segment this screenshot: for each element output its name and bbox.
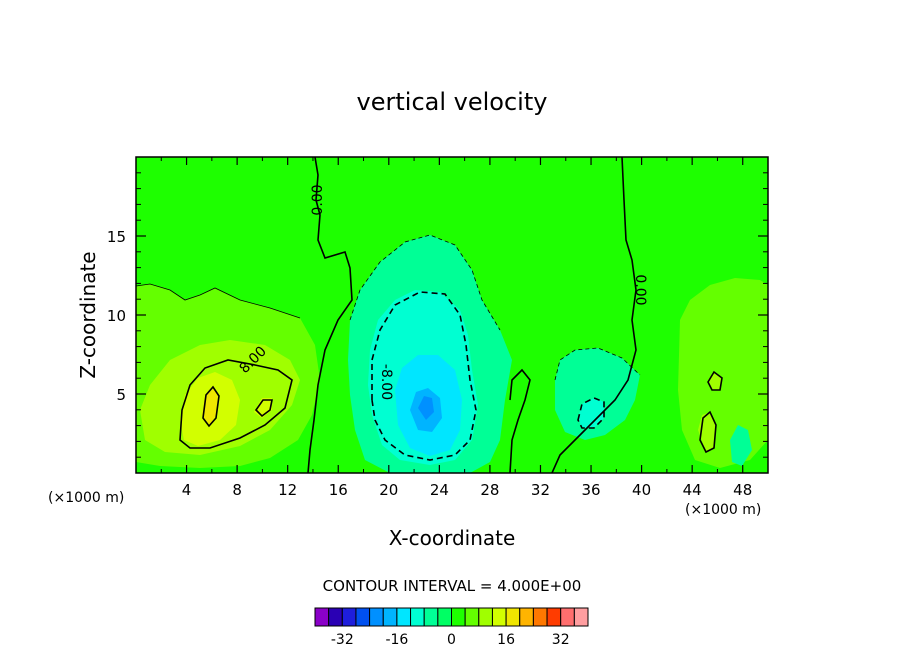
- field-right-weak-down: [730, 425, 752, 466]
- colorbar-swatch: [314, 607, 330, 627]
- colorbar-swatch: [560, 607, 575, 627]
- colorbar-swatch: [369, 607, 384, 627]
- colorbar-swatch: [355, 607, 371, 627]
- contour-label-zero-right: 0.00: [632, 274, 648, 305]
- colorbar-swatch: [410, 607, 425, 627]
- contour-8-left: [179, 359, 293, 449]
- y-axis-ticks: 5 10 15: [107, 172, 768, 458]
- x-unit-label-right: (×1000 m): [685, 502, 762, 518]
- colorbar-swatch: [423, 607, 439, 627]
- x-tick-label: 20: [379, 481, 398, 499]
- colorbar-swatch: [464, 607, 480, 627]
- chart-title: vertical velocity: [356, 88, 548, 116]
- colorbar-swatch: [396, 607, 412, 627]
- contour-neg4-right: [554, 347, 641, 381]
- x-tick-label: 4: [182, 481, 192, 499]
- x-tick-label: 24: [430, 481, 449, 499]
- contour-interval-text: CONTOUR INTERVAL = 4.000E+00: [322, 577, 582, 595]
- colorbar-swatch: [491, 607, 507, 627]
- x-tick-label: 28: [480, 481, 499, 499]
- field-right-downdraft-4: [555, 348, 640, 440]
- contour-12-left: [202, 385, 220, 428]
- colorbar-swatch: [532, 607, 548, 627]
- colorbar-swatch: [573, 607, 589, 627]
- contour-4-left-outer: [136, 283, 301, 319]
- colorbar: -32 -16 0 16 32: [314, 607, 589, 648]
- contour-lines: [136, 157, 723, 473]
- contour-12-left-b: [254, 399, 273, 418]
- contour-neg4-central: [349, 234, 501, 331]
- x-tick-label: 32: [531, 481, 550, 499]
- x-tick-label: 36: [581, 481, 600, 499]
- colorbar-swatch: [328, 607, 343, 627]
- colorbar-swatch: [451, 607, 466, 627]
- colorbar-swatch: [505, 607, 521, 627]
- contour-right-8: [699, 410, 717, 454]
- colorbar-swatch: [519, 607, 534, 627]
- x-tick-label: 44: [683, 481, 702, 499]
- x-unit-label-left: (×1000 m): [48, 490, 125, 506]
- y-tick-label: 15: [107, 228, 126, 246]
- contour-label-zero-left: 0.00: [310, 184, 326, 215]
- field-central-downdraft-20: [418, 396, 434, 420]
- colorbar-tick-label: -32: [331, 632, 354, 648]
- colorbar-swatch: [478, 607, 493, 627]
- colorbar-tick-label: -16: [385, 632, 408, 648]
- x-tick-label: 12: [278, 481, 297, 499]
- colorbar-tick-label: 0: [447, 632, 456, 648]
- x-tick-label: 40: [632, 481, 651, 499]
- colorbar-swatch: [341, 607, 357, 627]
- contour-right-8b: [707, 370, 723, 391]
- x-tick-label: 48: [733, 481, 752, 499]
- x-tick-label: 8: [232, 481, 242, 499]
- field-right-downdraft-8: [578, 398, 604, 428]
- colorbar-swatch: [382, 607, 398, 627]
- contour-zero-left: [307, 157, 353, 473]
- x-axis-label: X-coordinate: [388, 526, 516, 550]
- y-tick-label: 5: [116, 386, 126, 404]
- contour-field: [136, 157, 768, 473]
- colorbar-swatch: [437, 607, 453, 627]
- contour-label-neg8: -8.00: [378, 364, 394, 400]
- contour-neg8-central: [371, 291, 477, 461]
- x-tick-label: 16: [329, 481, 348, 499]
- colorbar-tick-label: 32: [552, 632, 570, 648]
- contour-neg8-right: [577, 397, 605, 429]
- contour-zero-mid: [509, 368, 531, 473]
- colorbar-tick-label: 16: [497, 632, 515, 648]
- x-axis-ticks: 4 8 12 16 20 24 28 32 36 40 44 48: [160, 157, 752, 499]
- contour-zero-right: [551, 157, 637, 473]
- colorbar-swatch: [546, 607, 562, 627]
- field-right-updraft-4: [678, 278, 768, 468]
- y-tick-label: 10: [107, 307, 126, 325]
